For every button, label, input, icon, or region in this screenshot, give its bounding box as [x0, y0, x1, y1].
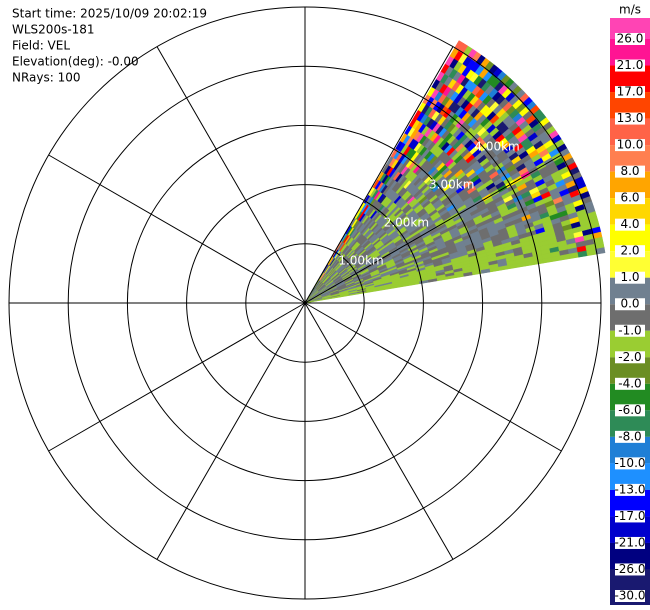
- azimuth-spoke: [48, 302, 306, 452]
- colorbar-tick-label: 10.0: [617, 138, 644, 152]
- tick-label-bg: [615, 33, 645, 45]
- colorbar-unit: m/s: [619, 3, 641, 17]
- tick-label-bg: [615, 536, 645, 549]
- colorbar-tick-label: 13.0: [617, 111, 644, 125]
- tick-label-bg: [615, 271, 645, 284]
- header-line: WLS200s-181: [12, 23, 95, 37]
- azimuth-spoke: [304, 154, 562, 304]
- labels: 1.00km 2.00km 3.00km 4.00km Start time: 2025…: [12, 7, 520, 268]
- tick-label-bg: [615, 165, 645, 178]
- colorbar-tick-label: -13.0: [614, 482, 645, 496]
- azimuth-spoke: [304, 302, 562, 452]
- tick-label-bg: [615, 404, 645, 417]
- azimuth-spoke: [48, 154, 306, 304]
- colorbar-tick-label: 1.0: [620, 270, 639, 284]
- colorbar-tick-label: 8.0: [620, 164, 639, 178]
- azimuth-spoke: [156, 46, 306, 304]
- tick-label-bg: [615, 563, 645, 576]
- colorbar-tick-label: -30.0: [614, 589, 645, 603]
- tick-label-bg: [615, 59, 645, 72]
- tick-label-bg: [615, 483, 645, 496]
- colorbar-tick-label: -4.0: [618, 376, 641, 390]
- colorbar-tick-label: -10.0: [614, 456, 645, 470]
- colorbar-tick-label: -8.0: [618, 429, 641, 443]
- colorbar-tick-label: 4.0: [620, 217, 639, 231]
- azimuth-spoke: [304, 46, 454, 304]
- colorbar-tick-label: -17.0: [614, 509, 645, 523]
- tick-label-bg: [615, 457, 645, 470]
- tick-label-bg: [615, 430, 645, 443]
- colorbar-tick-label: -21.0: [614, 535, 645, 549]
- tick-label-bg: [615, 192, 645, 205]
- colorbar-tick-label: -6.0: [618, 403, 641, 417]
- radar-cell: [595, 247, 606, 255]
- colorbar-tick-label: -26.0: [614, 562, 645, 576]
- azimuth-spoke: [304, 302, 454, 560]
- range-label: 3.00km: [429, 177, 474, 191]
- header-line: NRays: 100: [12, 71, 81, 85]
- colorbar-tick-label: 6.0: [620, 191, 639, 205]
- tick-label-bg: [615, 245, 645, 258]
- range-label: 1.00km: [338, 253, 383, 267]
- range-label: 4.00km: [474, 139, 519, 153]
- colorbar-tick-label: 17.0: [617, 85, 644, 99]
- header-line: Start time: 2025/10/09 20:02:19: [12, 7, 207, 21]
- range-label: 2.00km: [384, 215, 429, 229]
- colorbar-tick-label: -1.0: [618, 323, 641, 337]
- polar-grid: [8, 6, 602, 600]
- colorbar-tick-label: 26.0: [617, 32, 644, 46]
- colorbar-tick-label: -2.0: [618, 350, 641, 364]
- tick-label-bg: [615, 510, 645, 523]
- azimuth-spoke: [156, 302, 306, 560]
- colorbar-tick-label: 0.0: [620, 297, 639, 311]
- tick-label-bg: [615, 86, 645, 99]
- tick-label-bg: [615, 590, 645, 602]
- tick-label-bg: [615, 377, 645, 390]
- tick-label-bg: [615, 218, 645, 231]
- header-line: Field: VEL: [12, 39, 70, 53]
- colorbar-tick-label: 2.0: [620, 244, 639, 258]
- tick-label-bg: [615, 112, 645, 125]
- colorbar-tick-label: 21.0: [617, 58, 644, 72]
- colorbar: m/s 26.0 21.0 17.0 13.0 10.0 8.0 6.0 4.0 2.0 1.0 0.…: [610, 3, 650, 605]
- header-line: Elevation(deg): -0.00: [12, 55, 139, 69]
- tick-label-bg: [615, 351, 645, 364]
- tick-label-bg: [615, 298, 645, 311]
- tick-label-bg: [615, 324, 645, 337]
- tick-label-bg: [615, 139, 645, 152]
